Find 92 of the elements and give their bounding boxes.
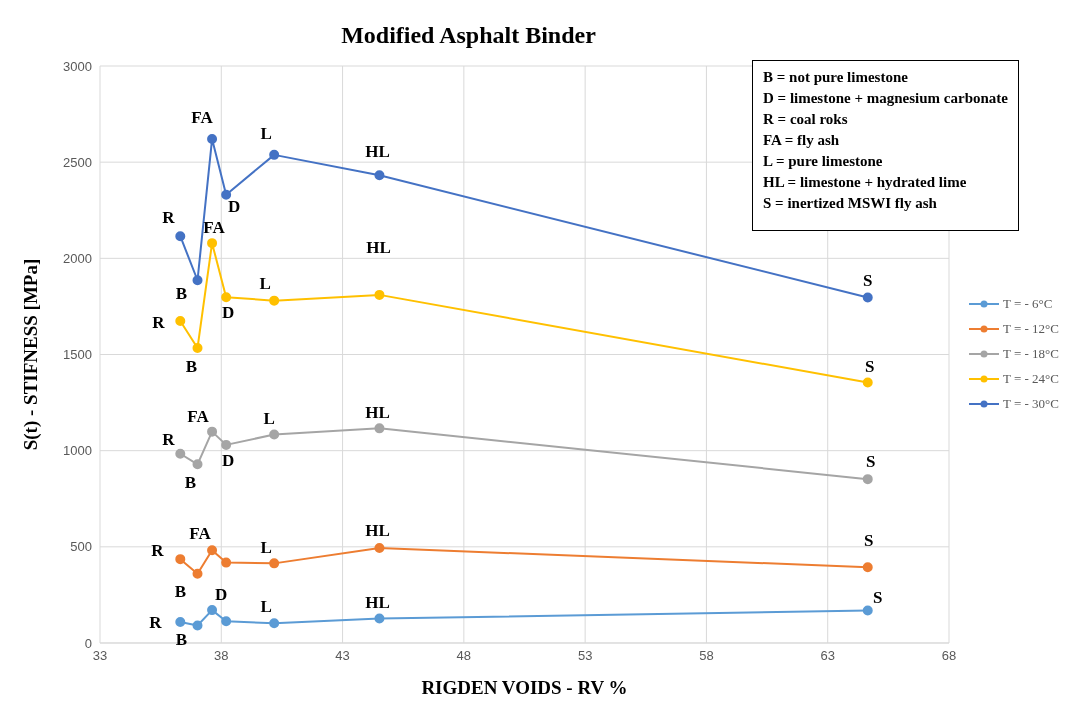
point [192,342,203,353]
annotation: L [260,538,272,558]
point [175,448,186,459]
legend-label: T = - 6°C [1003,295,1053,312]
x-tick-label: 48 [456,648,472,664]
x-tick-label: 63 [820,648,835,664]
point [269,429,280,440]
point [269,149,280,160]
point [175,617,186,628]
y-tick-label: 2500 [63,154,92,170]
point [862,562,873,573]
point [192,275,203,286]
point [207,605,218,616]
annotation: FA [203,218,226,238]
point [221,616,232,627]
point [207,426,218,437]
annotation: S [863,271,873,291]
annotation: S [865,357,875,377]
x-tick-label: 38 [214,648,229,664]
point [269,295,280,306]
x-tick-label: 33 [92,648,108,664]
annotation: HL [365,520,390,540]
annotation: FA [187,406,210,426]
point [862,474,873,485]
annotation: S [864,531,874,551]
point [374,170,385,181]
y-tick-label: 0 [84,635,92,651]
y-axis-title: S(t) - STIFNESS [MPa] [19,258,42,451]
legend-label: T = - 24°C [1003,370,1059,387]
legend-label: T = - 30°C [1003,395,1059,412]
annotation: R [151,541,165,561]
x-tick-label: 68 [941,648,957,664]
point [192,568,203,579]
point [269,618,280,629]
point [207,238,218,249]
annotation: B [184,473,197,493]
annotation: HL [365,403,390,423]
annotation: HL [365,142,390,162]
point [374,613,385,624]
point [862,377,873,388]
annotation: HL [365,593,390,613]
annotation: R [152,312,166,332]
annotation: D [222,303,235,323]
legend-label: T = - 12°C [1003,320,1059,337]
point [269,558,280,569]
point [862,605,873,616]
annotation: R [162,208,176,228]
y-tick-label: 2000 [63,250,92,266]
x-tick-label: 53 [577,648,593,664]
y-tick-label: 3000 [63,58,92,74]
annotation: R [162,429,176,449]
point [374,423,385,434]
annotation: S [873,588,883,608]
annotation: B [185,356,198,376]
y-tick-label: 1000 [63,443,92,459]
point [207,134,218,145]
x-axis-title: RIGDEN VOIDS - RV % [421,677,628,698]
point [221,439,232,450]
annotation: B [175,630,188,650]
annotation: L [263,409,275,429]
point [192,459,203,470]
annotation: S [866,452,876,472]
point [862,292,873,303]
annotation: B = not pure limestone D = limestone + magnesium carbonate R = coal roks FA = fly ash L = pure limestone HL = limestone + hydrated lime S = inertized MSWI fly ash [752,60,1019,231]
y-tick-label: 1500 [63,347,92,363]
annotation: D [228,196,241,216]
annotation: B [174,581,187,601]
point [207,545,218,556]
point [175,554,186,565]
point [192,620,203,631]
point [221,557,232,568]
x-tick-label: 43 [335,648,350,664]
x-tick-label: 58 [699,648,714,664]
point [221,189,232,200]
point [175,231,186,242]
annotation: D [222,450,235,470]
y-tick-label: 500 [70,539,92,555]
annotation: L [260,597,272,617]
point [374,542,385,553]
annotation: R [149,612,163,632]
annotation: D [215,585,228,605]
chart-title: Modified Asphalt Binder [340,22,597,49]
point [221,292,232,303]
legend-label: T = - 18°C [1003,345,1059,362]
annotation: HL [366,237,391,257]
annotation: FA [189,524,212,544]
annotation: L [260,123,272,143]
annotation: FA [191,107,214,127]
annotation: L [259,273,271,293]
annotation: B [175,284,188,304]
point [175,316,186,327]
point [374,289,385,300]
